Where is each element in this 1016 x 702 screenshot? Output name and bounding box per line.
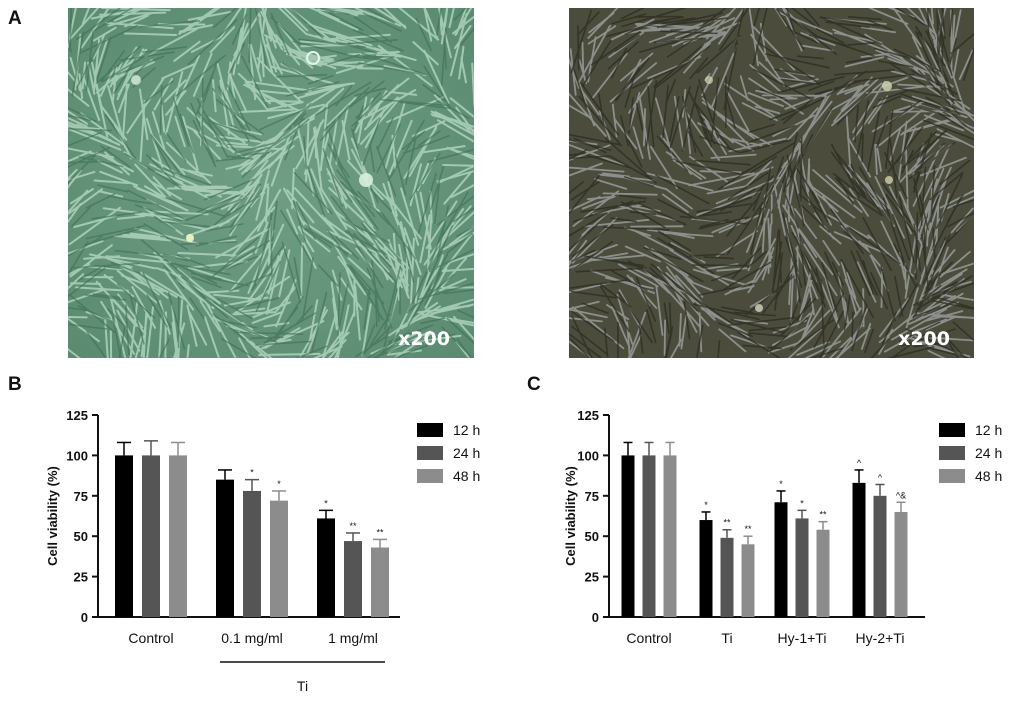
chart-b-bar [169, 455, 187, 617]
chart-b-bar [344, 541, 362, 617]
chart-c-category-label: Control [626, 630, 671, 646]
chart-b-legend-label: 48 h [453, 468, 480, 484]
chart-b-bar [243, 490, 261, 617]
chart-b-group-label: Ti [297, 678, 308, 694]
micrograph-left-image [68, 8, 474, 358]
chart-b-y-tick-label: 0 [81, 610, 88, 625]
chart-b-significance-mark: ** [349, 521, 357, 531]
chart-c-y-tick-label: 50 [585, 529, 599, 544]
chart-b-bar [115, 455, 133, 617]
chart-b-legend-label: 12 h [453, 422, 480, 438]
chart-c-y-axis-label: Cell viability (%) [563, 466, 578, 566]
chart-c-significance-mark: * [779, 479, 783, 489]
chart-b-legend-label: 24 h [453, 445, 480, 461]
micrograph-right: x200 [569, 8, 974, 358]
chart-c-y-tick-label: 0 [592, 610, 599, 625]
chart-b-significance-mark: ** [376, 527, 384, 537]
chart-c-legend-label: 24 h [975, 445, 1002, 461]
chart-b-significance-mark: * [250, 468, 254, 478]
chart-b-y-tick-label: 50 [74, 529, 88, 544]
panel-label-c: C [527, 374, 541, 395]
chart-c-legend-swatch [939, 446, 965, 460]
micrograph-left: x200 [68, 8, 474, 358]
chart-c-significance-mark: * [704, 500, 708, 510]
chart-c-y-tick-label: 75 [585, 489, 599, 504]
chart-b-legend-swatch [417, 469, 443, 483]
chart-c-bar [621, 455, 635, 617]
chart-c-bar [741, 544, 755, 617]
chart-c-bar [795, 518, 809, 617]
chart-c-category-label: Hy-1+Ti [778, 630, 827, 646]
chart-c-bar [852, 482, 866, 617]
chart-b-significance-mark: * [277, 479, 281, 489]
chart-c-y-tick-label: 25 [585, 570, 599, 585]
chart-c-bar [642, 455, 656, 617]
chart-c-legend-swatch [939, 469, 965, 483]
chart-b-bar [270, 500, 288, 617]
chart-b-y-tick-label: 100 [66, 448, 88, 463]
chart-c-significance-mark: ^& [896, 490, 906, 500]
micrograph-right-image [569, 8, 974, 358]
panel-label-b: B [8, 374, 22, 395]
chart-b-bar [317, 518, 335, 617]
chart-c-bar [720, 537, 734, 617]
chart-c-legend-swatch [939, 423, 965, 437]
magnification-label-left: x200 [398, 328, 450, 350]
chart-b-y-tick-label: 75 [74, 489, 88, 504]
panel-label-a: A [8, 8, 22, 29]
chart-b-legend-swatch [417, 423, 443, 437]
chart-b-bar [142, 455, 160, 617]
chart-c-significance-mark: ^ [878, 472, 883, 482]
chart-c-bar [699, 520, 713, 617]
chart-b-bar [216, 479, 234, 617]
chart-b-category-label: 0.1 mg/ml [221, 630, 282, 646]
chart-c-significance-mark: ** [744, 524, 752, 534]
chart-b-y-tick-label: 25 [74, 570, 88, 585]
chart-c-bar [663, 455, 677, 617]
chart-b-category-label: 1 mg/ml [328, 630, 378, 646]
chart-b-y-tick-label: 125 [66, 408, 88, 423]
chart-c-y-tick-label: 100 [577, 448, 599, 463]
chart-b-y-axis-label: Cell viability (%) [45, 466, 60, 566]
chart-c-bar [816, 529, 830, 617]
chart-b-category-label: Control [128, 630, 173, 646]
chart-c-legend-label: 48 h [975, 468, 1002, 484]
magnification-label-right: x200 [898, 328, 950, 350]
chart-c-legend-label: 12 h [975, 422, 1002, 438]
chart-c-significance-mark: * [800, 498, 804, 508]
chart-c-category-label: Hy-2+Ti [856, 630, 905, 646]
chart-c-bar [873, 495, 887, 617]
chart-b-bar [371, 547, 389, 617]
chart-c-bar [894, 511, 908, 617]
chart-c-significance-mark: ** [819, 510, 827, 520]
chart-c-category-label: Ti [721, 630, 732, 646]
chart-c-significance-mark: ^ [857, 458, 862, 468]
chart-c-significance-mark: ** [723, 518, 731, 528]
chart-c-y-tick-label: 125 [577, 408, 599, 423]
chart-c-bar [774, 502, 788, 617]
chart-b-legend-swatch [417, 446, 443, 460]
chart-b-significance-mark: * [324, 498, 328, 508]
